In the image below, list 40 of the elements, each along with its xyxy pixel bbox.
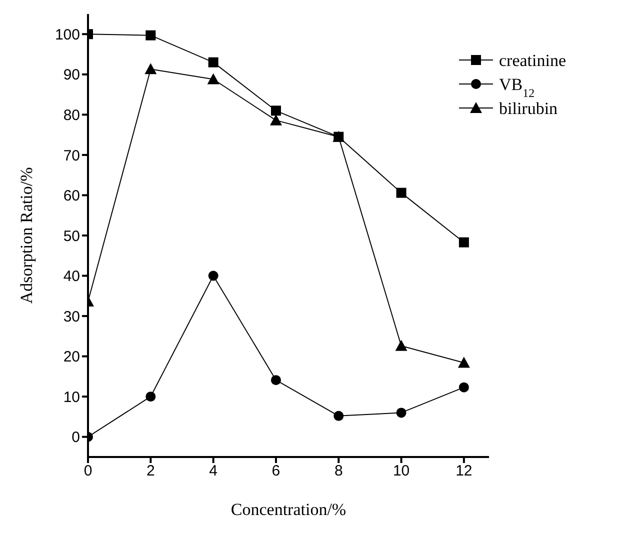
legend-label: creatinine <box>499 51 566 70</box>
x-axis-title: Concentration/% <box>230 500 346 519</box>
point <box>334 410 344 421</box>
point <box>146 392 156 402</box>
point <box>334 132 344 142</box>
point <box>144 63 157 74</box>
point <box>270 114 282 126</box>
x-tick-label: 6 <box>272 462 280 480</box>
point <box>396 408 406 418</box>
point <box>396 188 406 198</box>
y-tick-label: 20 <box>63 348 80 366</box>
point <box>270 106 281 116</box>
y-tick-label: 50 <box>63 228 80 245</box>
x-tick-label: 2 <box>146 462 155 480</box>
y-tick-label: 0 <box>72 429 80 446</box>
point <box>458 237 469 248</box>
y-axis-title: Adsorption Ratio/% <box>17 167 36 304</box>
y-tick-label: 30 <box>63 308 80 326</box>
point <box>458 382 469 392</box>
y-tick-label: 70 <box>63 147 80 164</box>
point <box>208 57 218 68</box>
y-tick-label: 100 <box>54 26 80 44</box>
x-tick-label: 0 <box>84 462 92 480</box>
y-tick-label: 60 <box>63 188 80 205</box>
point <box>395 340 408 351</box>
y-tick-label: 90 <box>63 66 80 84</box>
x-tick-label: 8 <box>334 462 343 480</box>
point <box>207 73 220 84</box>
y-tick-label: 80 <box>63 107 80 124</box>
point <box>146 30 156 40</box>
x-tick-label: 4 <box>209 462 218 480</box>
legend-label: VB$_{12}$ <box>499 75 535 100</box>
x-tick-label: 10 <box>392 462 410 480</box>
point <box>208 270 218 281</box>
point <box>270 375 281 386</box>
point <box>458 356 470 368</box>
legend-label: bilirubin <box>499 99 558 118</box>
y-tick-label: 10 <box>63 388 80 406</box>
y-tick-label: 40 <box>63 268 80 286</box>
x-tick-label: 12 <box>456 462 472 480</box>
